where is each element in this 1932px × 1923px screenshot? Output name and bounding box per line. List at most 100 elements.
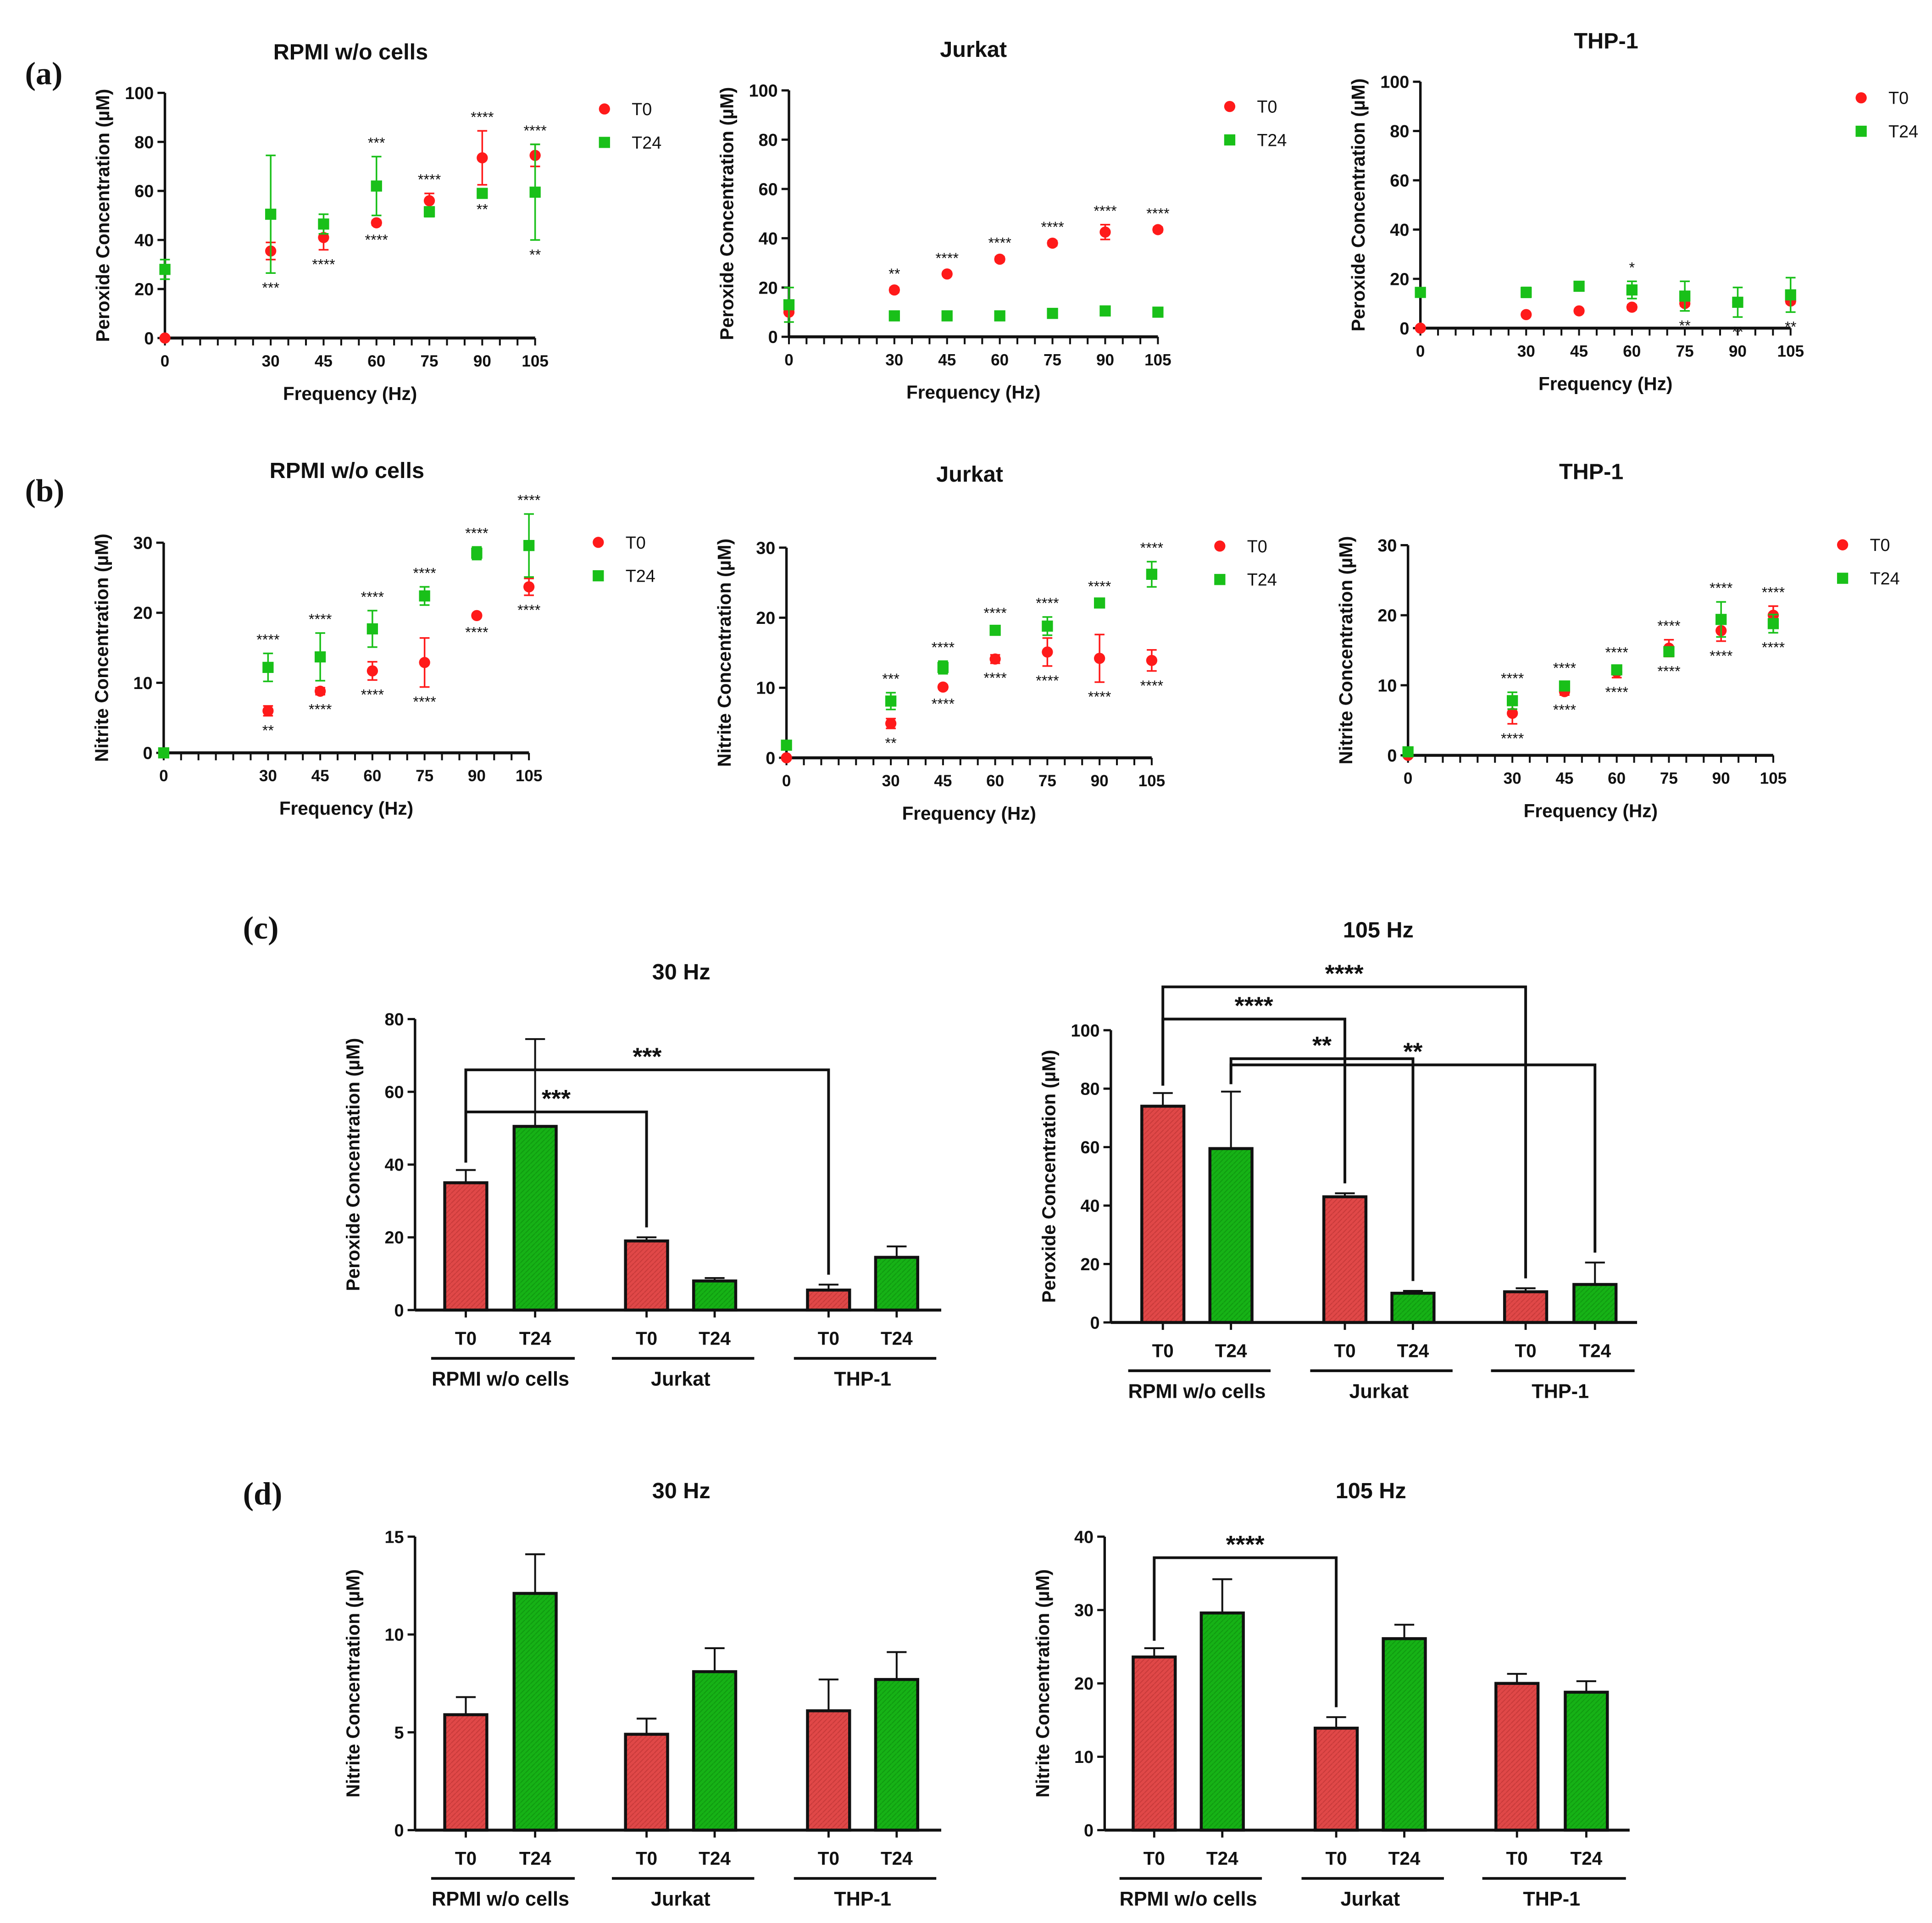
significance-label: ****	[517, 602, 541, 618]
significance-label: ****	[932, 639, 955, 656]
y-tick-label: 80	[1080, 1080, 1099, 1099]
chart-2: THP-1 0 20 40 60 80 100 Peroxide Concentration …	[1348, 28, 1918, 394]
data-point-T24	[1626, 284, 1638, 296]
legend-marker-T0	[593, 537, 604, 548]
data-point-T0	[523, 581, 535, 593]
y-tick-label: 20	[1074, 1674, 1094, 1694]
group-label: THP-1	[834, 1368, 891, 1390]
x-tick-label: 30	[259, 767, 277, 785]
data-point-T24	[423, 206, 435, 217]
y-axis-label: Nitrite Concentration (µM)	[1032, 1569, 1053, 1798]
x-tick-label: 60	[1623, 342, 1641, 360]
series-T24	[781, 561, 1158, 751]
bar-T24	[512, 1592, 558, 1832]
significance-label: **	[885, 735, 897, 751]
legend-label: T24	[1888, 122, 1918, 142]
data-point-T24	[937, 661, 949, 673]
group-label: THP-1	[834, 1888, 891, 1910]
significance-bracket	[1229, 1063, 1597, 1253]
x-tick-label: 60	[986, 772, 1004, 790]
significance-label: ****	[1036, 672, 1059, 689]
data-point-T0	[1042, 646, 1053, 658]
panel-label-b: (b)	[25, 473, 65, 509]
x-tick-label: 105	[522, 352, 549, 370]
data-point-T0	[423, 195, 435, 206]
bar-T0	[806, 1709, 851, 1832]
significance-label: ****	[1657, 663, 1681, 679]
data-point-T24	[781, 739, 792, 751]
bar-T24	[1390, 1291, 1436, 1324]
y-axis-label: Peroxide Concentration (µM)	[716, 87, 738, 340]
y-tick-label: 40	[1080, 1197, 1099, 1216]
x-tick-label: 45	[1555, 770, 1573, 788]
bar-T0	[1313, 1727, 1359, 1832]
x-tick-label: 75	[421, 352, 439, 370]
data-point-T0	[477, 152, 488, 164]
x-axis-label: Frequency (Hz)	[279, 798, 413, 819]
significance-label: ****	[1553, 701, 1577, 718]
significance-label: ****	[309, 611, 332, 628]
bar-T24	[1208, 1147, 1254, 1324]
x-tick-label: T24	[1388, 1848, 1421, 1869]
x-tick-label: T0	[455, 1848, 477, 1869]
data-point-T24	[1573, 280, 1585, 292]
y-tick-label: 80	[1390, 122, 1409, 141]
y-tick-label: 20	[133, 604, 153, 623]
y-tick-label: 30	[133, 534, 153, 553]
y-tick-label: 20	[756, 609, 775, 628]
chart-3: RPMI w/o cells 0 10 20 30 Nitrite Concentrati…	[91, 458, 655, 819]
y-tick-label: 60	[384, 1083, 404, 1102]
data-point-T24	[941, 310, 953, 322]
data-point-T24	[783, 299, 795, 311]
x-tick-label: T0	[1506, 1848, 1528, 1869]
group-label: Jurkat	[651, 1368, 711, 1390]
x-tick-label: T0	[1334, 1340, 1355, 1361]
y-tick-label: 40	[759, 229, 778, 249]
significance-label: ****	[1710, 580, 1733, 596]
legend-label: T0	[626, 534, 646, 553]
bar-group-1: T0 T24 Jurkat	[1310, 1192, 1453, 1403]
data-point-T24	[318, 218, 329, 230]
x-tick-label: 45	[315, 352, 333, 370]
significance-label: **	[1312, 1032, 1332, 1059]
x-tick-label: 105	[1760, 770, 1787, 788]
group-label: RPMI w/o cells	[1120, 1888, 1257, 1910]
chart-title: RPMI w/o cells	[270, 458, 424, 483]
bar-T0	[624, 1239, 669, 1312]
significance-label: ****	[1226, 1531, 1265, 1558]
significance-label: ****	[1088, 689, 1111, 705]
x-tick-label: 60	[363, 767, 381, 785]
x-tick-label: 60	[1608, 770, 1626, 788]
significance-label: **	[1679, 317, 1691, 334]
legend-label: T0	[1870, 536, 1890, 555]
x-tick-label: 0	[161, 352, 170, 370]
data-point-T24	[1146, 568, 1158, 580]
y-tick-label: 80	[384, 1010, 404, 1029]
data-point-T0	[318, 232, 329, 243]
x-tick-label: 75	[1660, 770, 1678, 788]
data-point-T24	[419, 590, 430, 602]
data-point-T24	[477, 188, 488, 199]
legend-marker-T24	[1214, 574, 1226, 585]
chart-title: THP-1	[1559, 460, 1623, 484]
legend-marker-T0	[1855, 92, 1867, 104]
significance-label: ****	[1657, 618, 1681, 634]
significance-label: ****	[1553, 660, 1577, 676]
significance-label: ****	[932, 696, 955, 712]
chart-title: Jurkat	[936, 462, 1003, 487]
y-tick-label: 60	[759, 180, 778, 199]
data-point-T24	[1402, 746, 1414, 758]
data-point-T0	[1573, 305, 1585, 317]
x-tick-label: T24	[1215, 1340, 1247, 1361]
data-point-T24	[529, 186, 541, 198]
significance-label: ****	[983, 605, 1007, 622]
data-point-T0	[1047, 237, 1058, 249]
x-tick-label: 45	[934, 772, 952, 790]
bar-T24	[1572, 1283, 1618, 1324]
series-T24	[783, 287, 1164, 323]
data-point-T0	[1521, 309, 1532, 320]
data-point-T24	[1094, 597, 1105, 609]
data-point-T24	[1099, 305, 1111, 317]
data-point-T0	[1415, 322, 1426, 334]
